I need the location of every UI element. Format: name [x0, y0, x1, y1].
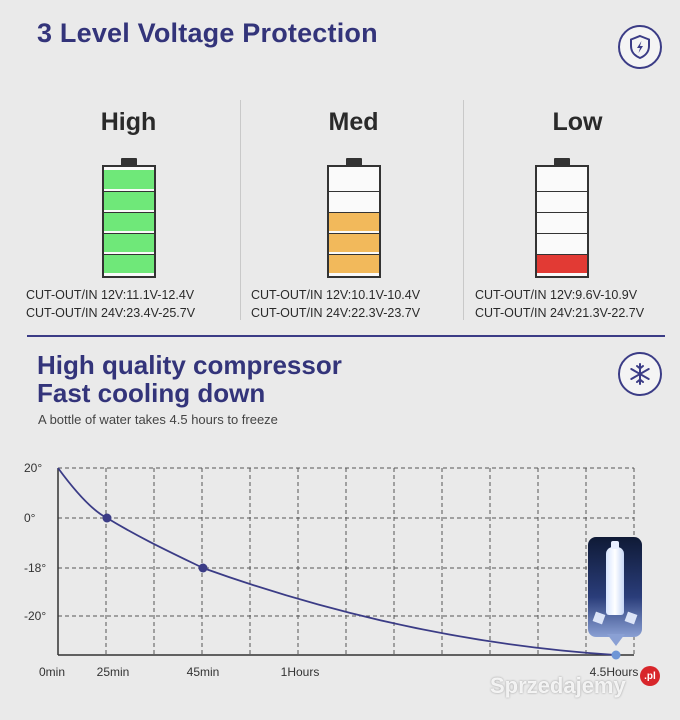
compressor-heading: High quality compressor [37, 350, 342, 380]
bottle-icon [606, 541, 624, 615]
cutout-text: CUT-OUT/IN 12V:9.6V-10.9V CUT-OUT/IN 24V… [475, 286, 680, 322]
x-tick-label: 1Hours [281, 665, 320, 679]
battery-cell [537, 254, 587, 273]
watermark-text: Sprzedajemy [490, 673, 626, 698]
battery-cell [104, 170, 154, 189]
column-divider [240, 100, 241, 320]
level-title: High [100, 108, 157, 136]
y-tick-label: -18° [24, 561, 46, 575]
x-tick-label: 0min [39, 665, 65, 679]
battery-cell [329, 191, 379, 210]
column-divider [463, 100, 464, 320]
page-title: 3 Level Voltage Protection [37, 18, 378, 48]
callout-pointer [607, 634, 625, 646]
battery-icon [327, 158, 381, 278]
cutout-24v: CUT-OUT/IN 24V:23.4V-25.7V [26, 306, 196, 320]
cutout-12v: CUT-OUT/IN 12V:9.6V-10.9V [475, 288, 638, 302]
x-tick-label: 45min [187, 665, 220, 679]
level-med: Med CUT-OUT/IN 12V:10.1V-10.4V CUT-OUT/I… [241, 100, 466, 325]
cutout-text: CUT-OUT/IN 12V:11.1V-12.4V CUT-OUT/IN 24… [26, 286, 241, 322]
watermark-badge: .pl [640, 666, 660, 686]
cutout-text: CUT-OUT/IN 12V:10.1V-10.4V CUT-OUT/IN 24… [251, 286, 466, 322]
cutout-12v: CUT-OUT/IN 12V:10.1V-10.4V [251, 288, 421, 302]
cutout-24v: CUT-OUT/IN 24V:22.3V-23.7V [251, 306, 421, 320]
ice-cube [624, 611, 638, 625]
battery-body [102, 165, 156, 278]
battery-cell [329, 254, 379, 273]
data-point [102, 513, 112, 523]
battery-cell [104, 254, 154, 273]
frozen-bottle-image [588, 537, 642, 637]
cooling-heading: Fast cooling down [37, 378, 266, 408]
battery-cell [104, 212, 154, 231]
battery-cell [537, 191, 587, 210]
ice-cube [592, 611, 606, 625]
x-tick-label: 25min [97, 665, 130, 679]
battery-cell [537, 212, 587, 231]
snowflake-icon [618, 352, 662, 396]
battery-icon [102, 158, 156, 278]
level-high: High CUT-OUT/IN 12V:11.1V-12.4V CUT-OUT/… [16, 100, 241, 325]
battery-cell [104, 191, 154, 210]
data-point [611, 650, 621, 660]
battery-cell [329, 212, 379, 231]
battery-cell [537, 233, 587, 252]
battery-cell [329, 233, 379, 252]
battery-icon [535, 158, 589, 278]
section-divider [27, 335, 665, 337]
freeze-subtitle: A bottle of water takes 4.5 hours to fre… [38, 412, 278, 427]
y-tick-label: 0° [24, 511, 36, 525]
cooling-chart: 20° 0° -18° -20° 0min 25min 45min 1Hours 4.5Hour… [24, 461, 639, 679]
battery-cell [329, 170, 379, 189]
cutout-12v: CUT-OUT/IN 12V:11.1V-12.4V [26, 288, 195, 302]
shield-bolt-icon [618, 25, 662, 69]
data-point [198, 563, 208, 573]
battery-body [327, 165, 381, 278]
battery-cell [537, 170, 587, 189]
y-tick-label: 20° [24, 461, 42, 475]
x-tick-label: 4.5Hours [590, 665, 639, 679]
cooling-curve [57, 467, 617, 656]
level-title: Low [552, 108, 603, 136]
battery-body [535, 165, 589, 278]
level-low: Low CUT-OUT/IN 12V:9.6V-10.9V CUT-OUT/IN… [465, 100, 680, 325]
cutout-24v: CUT-OUT/IN 24V:21.3V-22.7V [475, 306, 645, 320]
battery-cell [104, 233, 154, 252]
y-tick-label: -20° [24, 609, 46, 623]
level-title: Med [328, 108, 379, 136]
